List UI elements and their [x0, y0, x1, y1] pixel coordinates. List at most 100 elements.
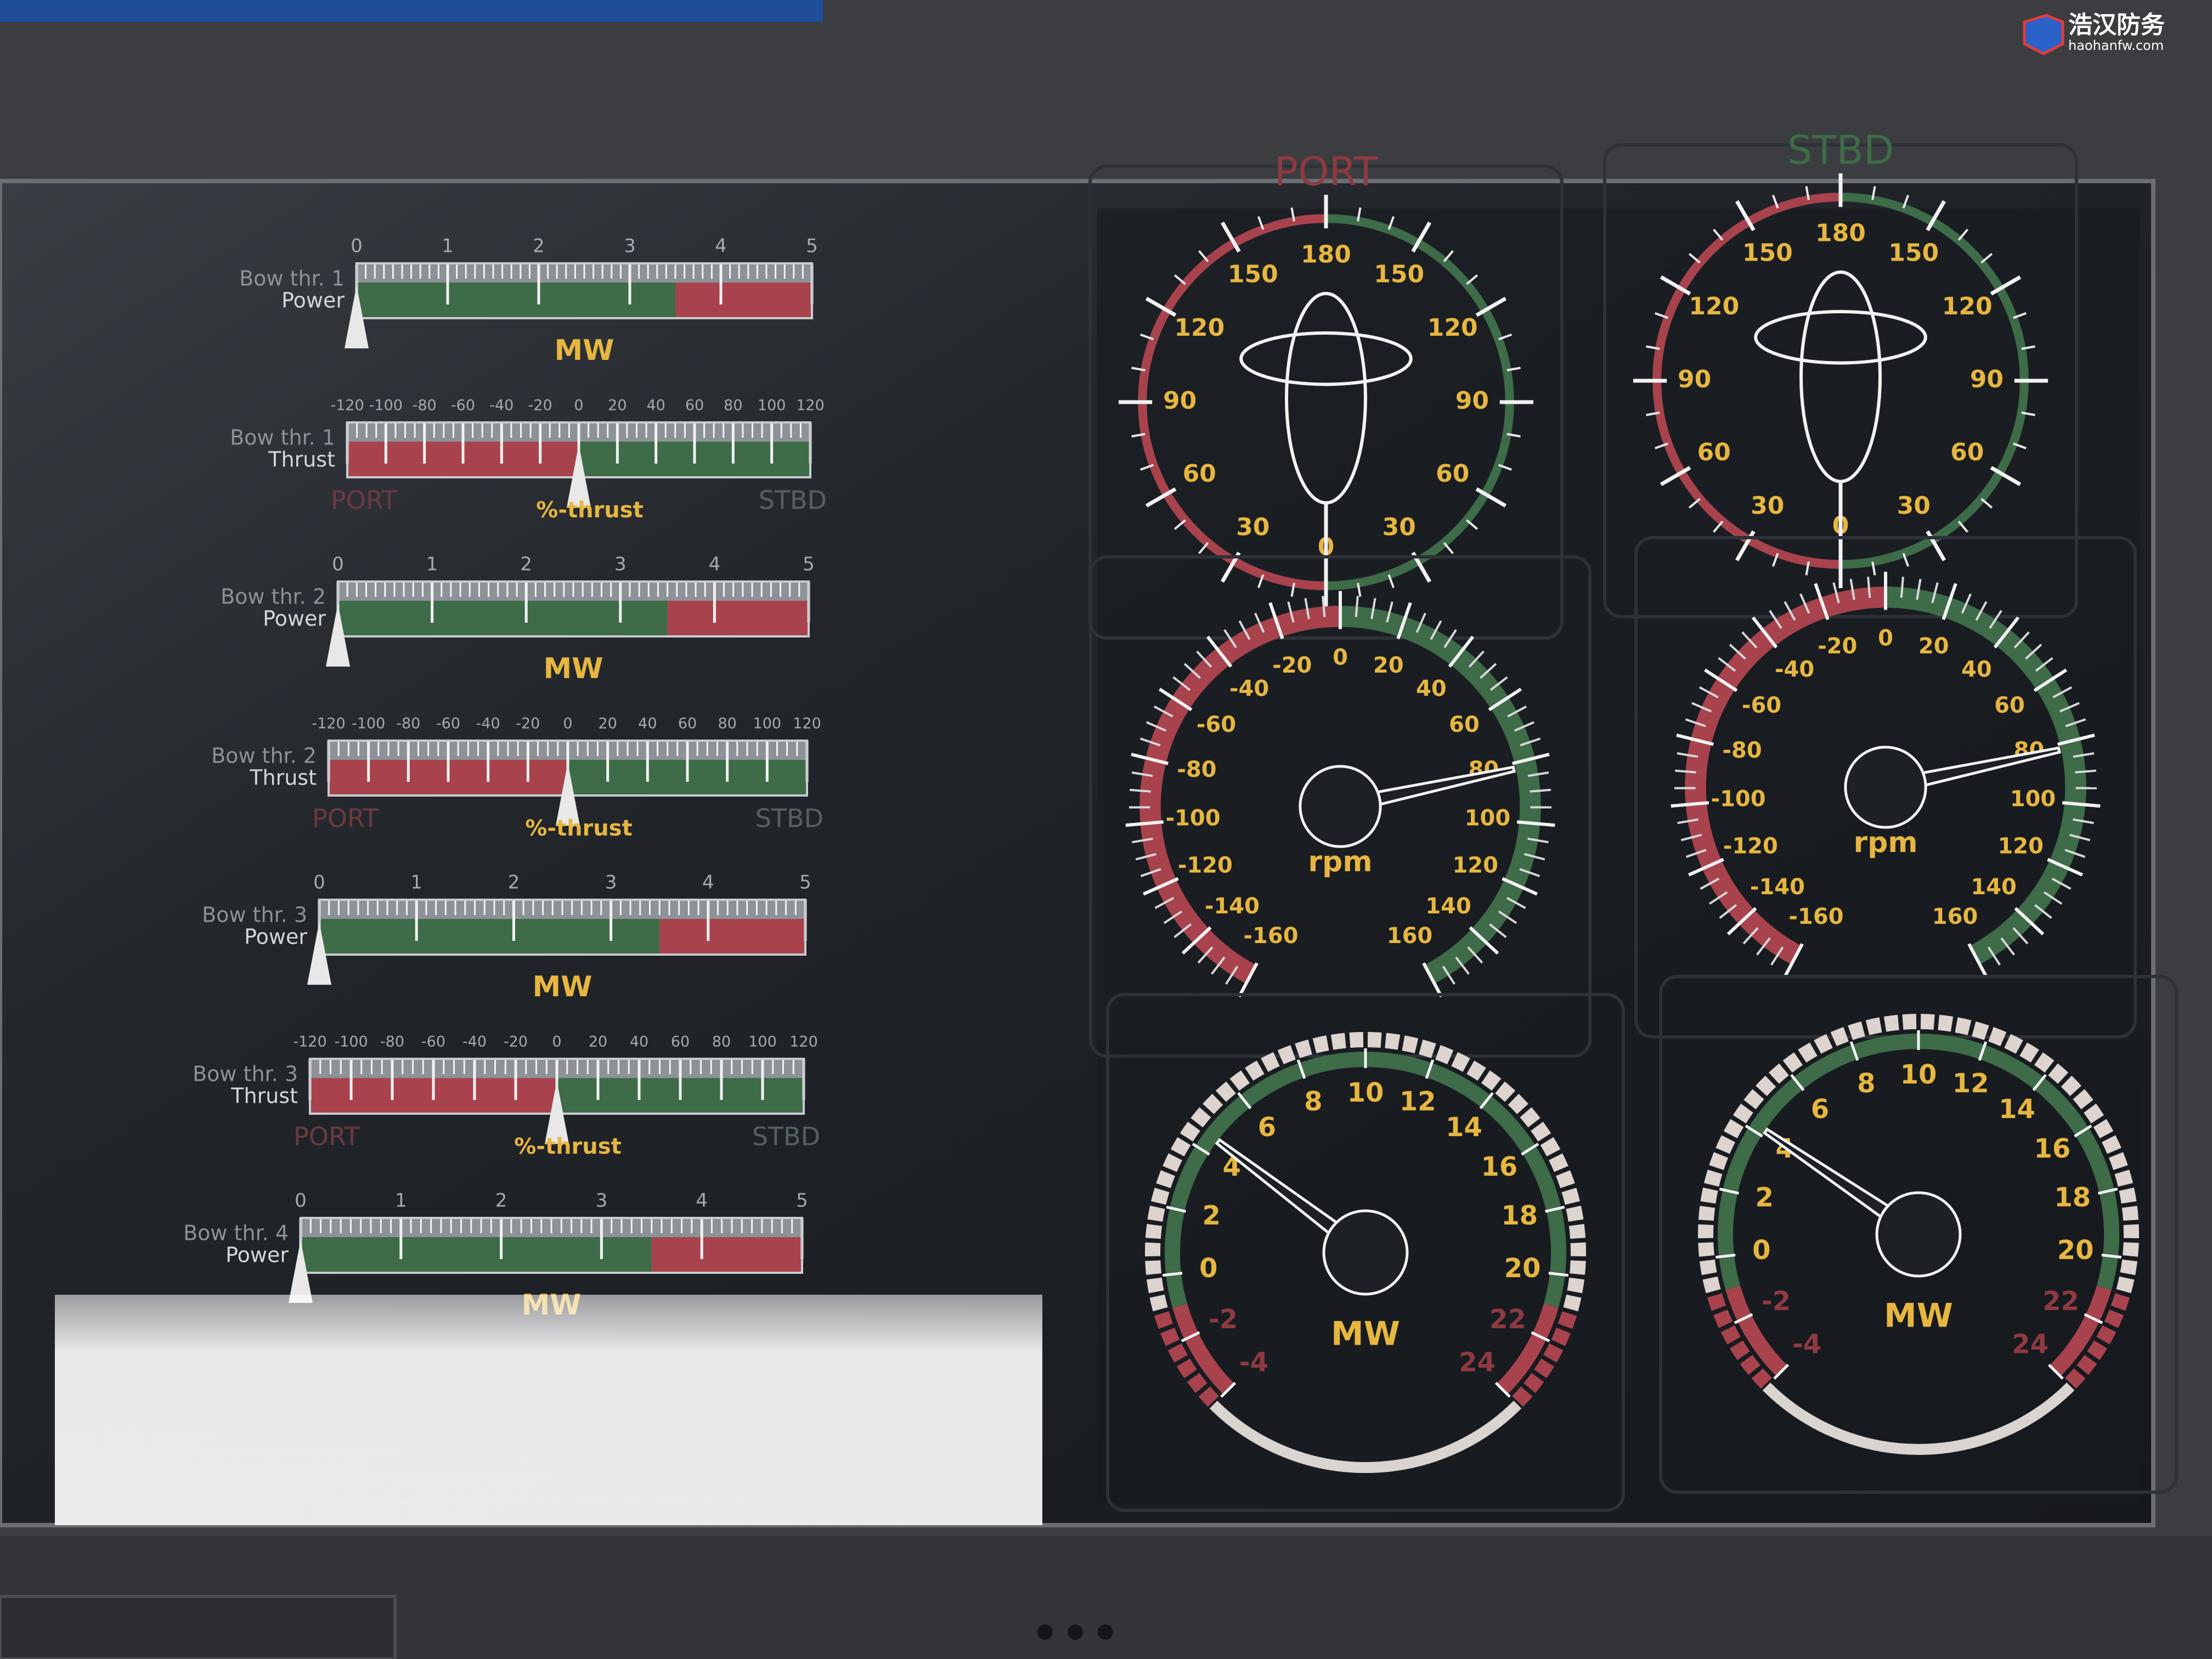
- minor-tick: [1523, 853, 1545, 861]
- scale-label: 30: [1236, 514, 1269, 541]
- scale-block: [1402, 1035, 1419, 1053]
- major-tick: [1926, 200, 1946, 232]
- minor-tick: [1131, 366, 1146, 371]
- port-label: PORT: [312, 804, 379, 833]
- scale-block: [1865, 1017, 1882, 1035]
- minor-tick: [1685, 849, 1707, 858]
- scale-label: 80: [718, 715, 736, 732]
- minor-tick: [1154, 896, 1175, 909]
- minor-tick: [1211, 956, 1226, 975]
- bar-zone: [301, 1237, 652, 1273]
- pointer: [567, 444, 591, 507]
- minor-tick: [1466, 519, 1479, 530]
- scale-block: [1713, 1309, 1733, 1328]
- scale-label: -80: [413, 397, 437, 414]
- major-tick: [2047, 1363, 2064, 1380]
- minor-tick: [1980, 498, 1993, 509]
- scale-label: 0: [351, 235, 363, 257]
- thruster-duct: [1754, 310, 1927, 365]
- major-tick: [2047, 857, 2083, 877]
- scale-block: [1563, 1294, 1582, 1312]
- minor-tick: [1173, 274, 1186, 285]
- minor-tick: [1729, 644, 1746, 660]
- scale-label: 140: [1425, 894, 1471, 919]
- scale-label: 18: [1501, 1200, 1538, 1231]
- unit-label: %-thrust: [525, 816, 632, 841]
- major-tick: [1181, 926, 1212, 955]
- minor-tick: [1287, 601, 1295, 623]
- scale-label: 60: [671, 1034, 690, 1051]
- scale-block: [1523, 1373, 1544, 1393]
- scale-label: -20: [504, 1034, 528, 1051]
- major-tick: [1751, 616, 1778, 649]
- major-tick: [1849, 1041, 1859, 1061]
- major-tick: [1494, 1381, 1511, 1398]
- minor-tick: [1987, 946, 2001, 966]
- scale-label: -2: [1762, 1286, 1791, 1317]
- major-tick: [1422, 962, 1443, 998]
- scale-label: -4: [1792, 1329, 1821, 1360]
- scale-block: [1215, 1081, 1236, 1102]
- minor-tick: [1688, 498, 1701, 509]
- bar-quantity: Thrust: [268, 448, 335, 472]
- minor-tick: [1197, 946, 1214, 964]
- scale-label: 90: [1455, 387, 1489, 415]
- major-tick: [1942, 583, 1957, 620]
- scale-label: 120: [1689, 292, 1739, 320]
- scale-label: -100: [1165, 805, 1220, 831]
- minor-tick: [2064, 849, 2086, 858]
- minor-tick: [1506, 896, 1526, 909]
- scale-label: -40: [462, 1034, 487, 1051]
- minor-tick: [1514, 721, 1534, 732]
- minor-tick: [1530, 788, 1551, 793]
- scale-block: [1729, 1340, 1750, 1361]
- scale-label: 1: [442, 235, 454, 257]
- scale-label: -60: [421, 1034, 445, 1051]
- minor-tick: [1975, 601, 1988, 621]
- scale-block: [1848, 1021, 1865, 1040]
- scale-block: [1723, 1119, 1744, 1138]
- gauge-area: [1097, 208, 2140, 1503]
- scale-label: 60: [1697, 438, 1731, 466]
- scale-block: [1709, 1152, 1729, 1170]
- bar-label: Bow thr. 1: [239, 267, 345, 291]
- scale-block: [2104, 1309, 2124, 1328]
- scale-block: [2076, 1355, 2097, 1375]
- minor-tick: [1675, 769, 1696, 774]
- gauge-zone: [2049, 1285, 2112, 1376]
- scale-label: 12: [1953, 1068, 1989, 1099]
- major-tick: [1220, 221, 1241, 253]
- major-tick: [1479, 1092, 1494, 1109]
- major-tick: [1475, 487, 1507, 508]
- scale-block: [1798, 1042, 1818, 1063]
- scale-label: 20: [1504, 1253, 1541, 1284]
- minor-tick: [1489, 676, 1508, 691]
- scale-label: -20: [516, 715, 540, 732]
- scale-block: [1176, 1358, 1197, 1379]
- scale-block: [1145, 1223, 1163, 1239]
- minor-tick: [1225, 966, 1239, 985]
- unit-label: MW: [532, 970, 592, 1003]
- background-sky: [0, 0, 823, 22]
- minor-tick: [1957, 521, 1968, 533]
- minor-tick: [1467, 946, 1483, 964]
- scale-label: 180: [1815, 219, 1866, 247]
- scale-label: 90: [1970, 365, 2004, 393]
- bar-quantity: Power: [263, 607, 326, 631]
- bar-quantity: Thrust: [249, 766, 317, 790]
- scale-block: [2087, 1340, 2108, 1361]
- scale-block: [1700, 1187, 1718, 1204]
- minor-tick: [2000, 937, 2015, 956]
- scale-label: 120: [1942, 292, 1993, 320]
- scale-label: -40: [1775, 657, 1814, 682]
- minor-tick: [1498, 910, 1517, 924]
- scale-label: -80: [1177, 757, 1216, 782]
- unit-label: rpm: [1308, 845, 1372, 878]
- minor-tick: [1430, 620, 1442, 640]
- gauge-panel: [1106, 993, 1625, 1512]
- scale-label: -120: [312, 715, 345, 732]
- gauge-panel: [1603, 143, 2078, 618]
- minor-tick: [1198, 542, 1209, 555]
- gauge-title: STBD: [1787, 127, 1894, 173]
